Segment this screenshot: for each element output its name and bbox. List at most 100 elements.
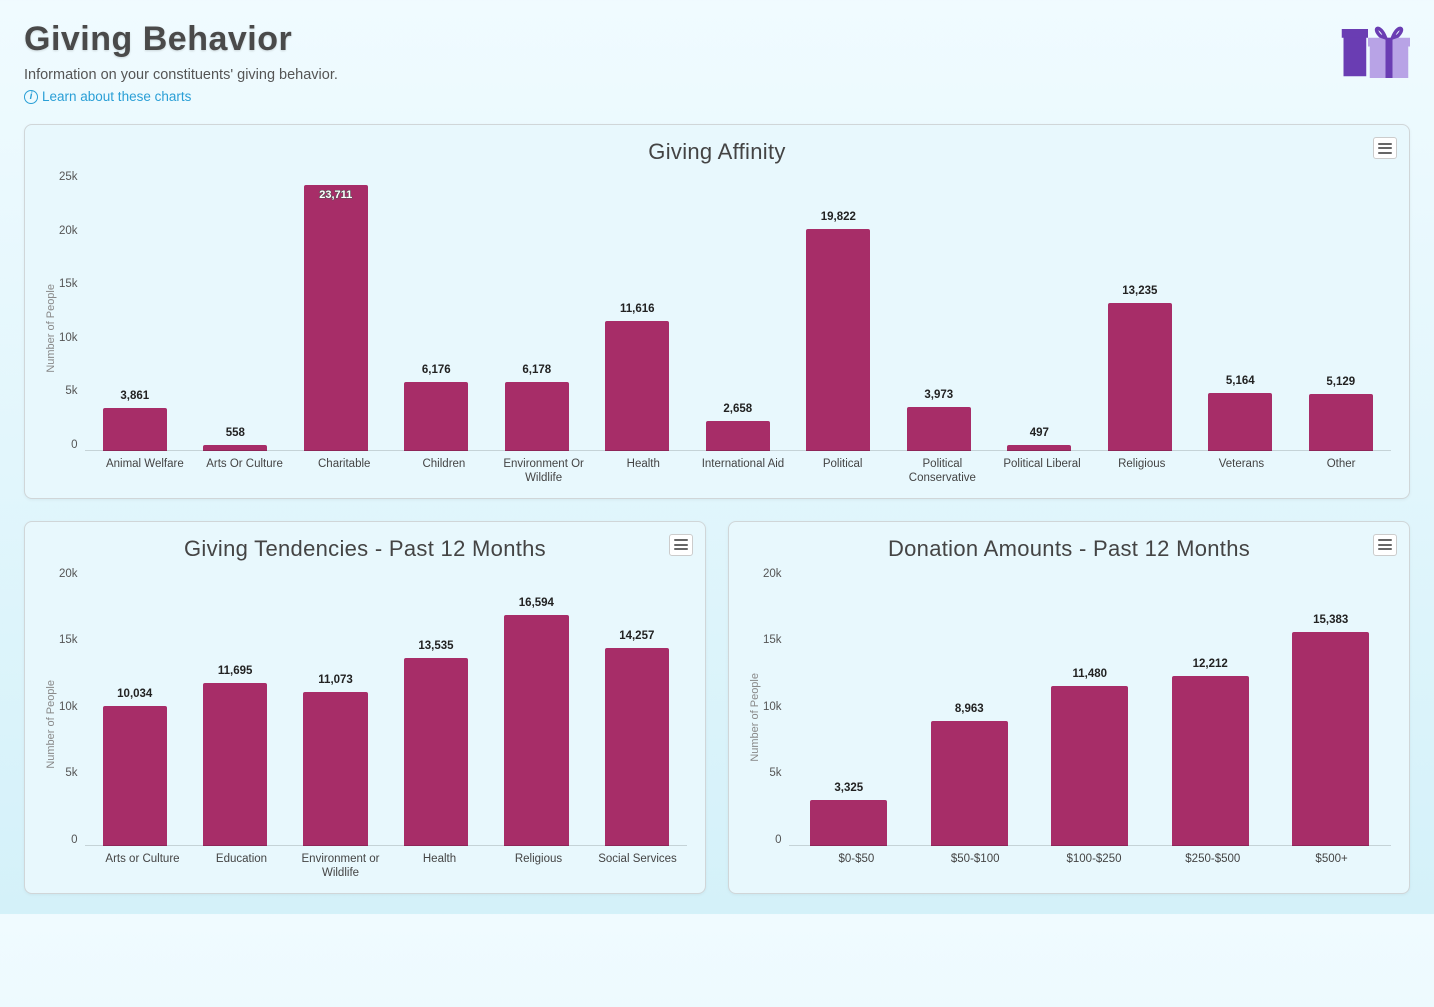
bar-value: 3,325 [834, 782, 863, 794]
bar[interactable]: 6,176 [386, 171, 487, 451]
y-axis-ticks: 25k20k15k10k5k0 [59, 171, 84, 451]
y-tick: 20k [59, 568, 78, 580]
bar-value: 5,164 [1226, 375, 1255, 387]
bar-rect [1309, 394, 1373, 451]
bar[interactable]: 5,129 [1291, 171, 1392, 451]
x-tick: Children [394, 457, 494, 486]
bar[interactable]: 19,822 [788, 171, 889, 451]
y-tick: 20k [763, 568, 782, 580]
bar[interactable]: 10,034 [85, 568, 185, 846]
x-tick: International Aid [693, 457, 793, 486]
bar[interactable]: 14,257 [587, 568, 687, 846]
bar-value: 8,963 [955, 703, 984, 715]
bar-value: 15,383 [1313, 614, 1348, 626]
bars-container: 3,861558 23,711 6,176 6,178 11,616 2,658 19,82… [85, 171, 1391, 451]
y-tick: 5k [763, 767, 782, 779]
y-tick: 15k [59, 278, 78, 290]
bar-rect [605, 648, 669, 846]
giving-tendencies-card: Giving Tendencies - Past 12 Months Numbe… [24, 521, 706, 894]
x-tick: Environment or Wildlife [291, 852, 390, 881]
x-tick: Veterans [1192, 457, 1292, 486]
y-tick: 0 [59, 439, 78, 451]
bar-value: 11,695 [218, 665, 253, 677]
bar-value: 5,129 [1326, 376, 1355, 388]
bar-rect [203, 445, 267, 451]
page-header: Giving Behavior Information on your cons… [24, 20, 1410, 104]
bar[interactable]: 11,616 [587, 171, 688, 451]
bar-value: 13,535 [418, 640, 453, 652]
bar[interactable]: 11,480 [1030, 568, 1150, 846]
bar-value: 13,235 [1122, 285, 1157, 297]
x-tick: Health [593, 457, 693, 486]
x-tick: Animal Welfare [95, 457, 195, 486]
y-tick: 25k [59, 171, 78, 183]
bar[interactable]: 3,325 [789, 568, 909, 846]
x-tick: Arts or Culture [93, 852, 192, 881]
bar-rect [103, 408, 167, 451]
y-axis-label: Number of People [747, 673, 763, 762]
bar[interactable]: 15,383 [1270, 568, 1390, 846]
bar-value: 14,257 [619, 630, 654, 642]
bar[interactable]: 11,073 [285, 568, 385, 846]
page-title: Giving Behavior [24, 20, 338, 59]
bar-rect [404, 658, 468, 846]
bar-rect [1108, 303, 1172, 451]
gift-icon [1340, 20, 1410, 85]
bar-rect [1007, 445, 1071, 451]
x-axis-ticks: Animal WelfareArts Or CultureCharitableC… [95, 457, 1391, 486]
bar-value: 19,822 [821, 211, 856, 223]
y-tick: 15k [59, 634, 78, 646]
bar[interactable]: 2,658 [688, 171, 789, 451]
bar[interactable]: 12,212 [1150, 568, 1270, 846]
bar[interactable]: 23,711 [286, 171, 387, 451]
y-tick: 5k [59, 767, 78, 779]
y-tick: 10k [59, 701, 78, 713]
x-axis-ticks: $0-$50$50-$100$100-$250$250-$500$500+ [797, 852, 1391, 866]
x-tick: Religious [489, 852, 588, 881]
bar[interactable]: 3,973 [889, 171, 990, 451]
giving-affinity-card: Giving Affinity Number of People 25k20k1… [24, 124, 1410, 499]
chart-title: Donation Amounts - Past 12 Months [747, 536, 1391, 562]
donation-amounts-card: Donation Amounts - Past 12 Months Number… [728, 521, 1410, 894]
bar-value: 10,034 [117, 688, 152, 700]
bar[interactable]: 497 [989, 171, 1090, 451]
y-tick: 5k [59, 385, 78, 397]
bar[interactable]: 11,695 [185, 568, 285, 846]
bar[interactable]: 5,164 [1190, 171, 1291, 451]
bar-rect: 23,711 [304, 185, 368, 451]
bar-rect [203, 683, 267, 846]
bar-value: 6,178 [522, 364, 551, 376]
bar[interactable]: 13,535 [386, 568, 486, 846]
y-axis-label: Number of People [43, 680, 59, 769]
bar[interactable]: 558 [185, 171, 286, 451]
bar-value: 2,658 [723, 403, 752, 415]
y-tick: 0 [59, 834, 78, 846]
bar[interactable]: 6,178 [487, 171, 588, 451]
bar-value: 497 [1030, 427, 1049, 439]
x-tick: Political [793, 457, 893, 486]
bar-rect [706, 421, 770, 451]
bar-value: 3,973 [924, 389, 953, 401]
bar[interactable]: 13,235 [1090, 171, 1191, 451]
bar-value: 16,594 [519, 597, 554, 609]
bar-value: 11,480 [1072, 668, 1107, 680]
x-tick: $250-$500 [1153, 852, 1272, 866]
y-axis-ticks: 20k15k10k5k0 [763, 568, 788, 846]
learn-link[interactable]: i Learn about these charts [24, 89, 191, 104]
chart-title: Giving Tendencies - Past 12 Months [43, 536, 687, 562]
bar[interactable]: 8,963 [909, 568, 1029, 846]
bar-rect [1172, 676, 1249, 846]
chart-menu-button[interactable] [1373, 137, 1397, 159]
bar-rect [1051, 686, 1128, 846]
bar[interactable]: 16,594 [486, 568, 586, 846]
x-axis-ticks: Arts or CultureEducationEnvironment or W… [93, 852, 687, 881]
chart-title: Giving Affinity [43, 139, 1391, 165]
y-tick: 20k [59, 225, 78, 237]
learn-link-text: Learn about these charts [42, 89, 191, 104]
chart-menu-button[interactable] [669, 534, 693, 556]
bar-rect [504, 615, 568, 846]
bar[interactable]: 3,861 [85, 171, 186, 451]
bar-value: 11,616 [620, 303, 655, 315]
chart-menu-button[interactable] [1373, 534, 1397, 556]
bar-rect [303, 692, 367, 846]
